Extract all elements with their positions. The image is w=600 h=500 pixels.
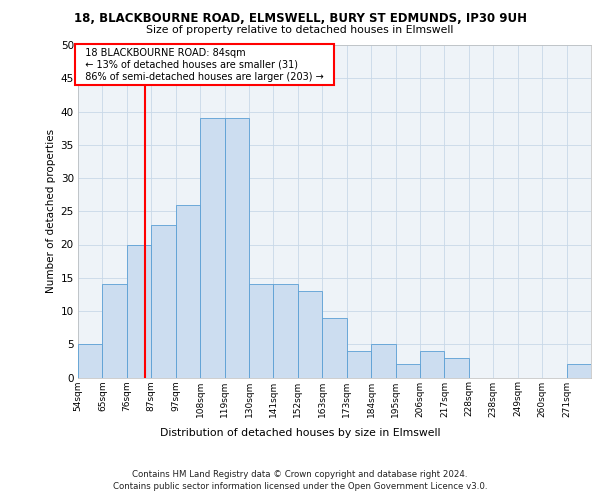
Bar bbox=[224, 118, 249, 378]
Bar bbox=[274, 284, 298, 378]
Bar bbox=[322, 318, 347, 378]
Bar bbox=[371, 344, 395, 378]
Bar bbox=[103, 284, 127, 378]
Y-axis label: Number of detached properties: Number of detached properties bbox=[46, 129, 56, 294]
Bar bbox=[78, 344, 103, 378]
Bar bbox=[298, 291, 322, 378]
Bar bbox=[127, 244, 151, 378]
Bar bbox=[445, 358, 469, 378]
Text: Contains public sector information licensed under the Open Government Licence v3: Contains public sector information licen… bbox=[113, 482, 487, 491]
Text: 18 BLACKBOURNE ROAD: 84sqm
  ← 13% of detached houses are smaller (31)
  86% of : 18 BLACKBOURNE ROAD: 84sqm ← 13% of deta… bbox=[79, 48, 329, 82]
Bar bbox=[347, 351, 371, 378]
Bar bbox=[395, 364, 420, 378]
Text: 18, BLACKBOURNE ROAD, ELMSWELL, BURY ST EDMUNDS, IP30 9UH: 18, BLACKBOURNE ROAD, ELMSWELL, BURY ST … bbox=[74, 12, 527, 26]
Text: Size of property relative to detached houses in Elmswell: Size of property relative to detached ho… bbox=[146, 25, 454, 35]
Text: Contains HM Land Registry data © Crown copyright and database right 2024.: Contains HM Land Registry data © Crown c… bbox=[132, 470, 468, 479]
Bar bbox=[420, 351, 445, 378]
Bar bbox=[151, 224, 176, 378]
Bar bbox=[200, 118, 224, 378]
Text: Distribution of detached houses by size in Elmswell: Distribution of detached houses by size … bbox=[160, 428, 440, 438]
Bar bbox=[249, 284, 274, 378]
Bar bbox=[566, 364, 591, 378]
Bar bbox=[176, 204, 200, 378]
